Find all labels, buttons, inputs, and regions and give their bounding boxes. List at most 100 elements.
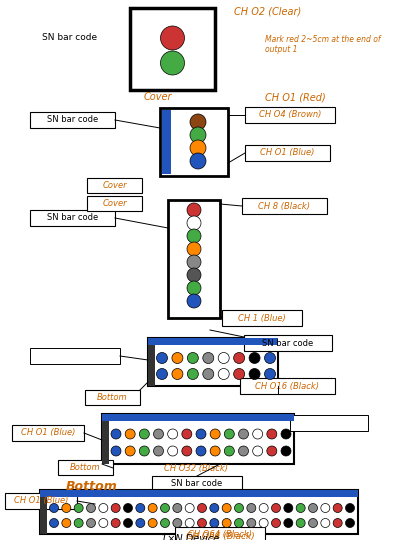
Circle shape xyxy=(190,114,206,130)
Circle shape xyxy=(190,127,206,143)
Circle shape xyxy=(284,518,293,528)
Bar xyxy=(290,415,368,431)
Circle shape xyxy=(148,503,157,512)
Circle shape xyxy=(218,368,229,380)
Circle shape xyxy=(187,242,201,256)
Text: CH 1 (Blue): CH 1 (Blue) xyxy=(238,314,286,322)
Text: 1×N Device: 1×N Device xyxy=(161,534,219,540)
Circle shape xyxy=(173,503,182,512)
Bar xyxy=(87,196,142,211)
Circle shape xyxy=(187,216,201,230)
Circle shape xyxy=(203,353,214,363)
Circle shape xyxy=(74,503,83,512)
Text: SN bar code: SN bar code xyxy=(47,213,98,222)
Text: CH O64 (Black): CH O64 (Black) xyxy=(188,530,252,539)
Circle shape xyxy=(182,446,192,456)
Circle shape xyxy=(136,518,145,528)
Bar xyxy=(242,198,327,214)
Circle shape xyxy=(188,368,198,380)
Circle shape xyxy=(172,353,183,363)
Text: Bottom: Bottom xyxy=(70,463,101,472)
Circle shape xyxy=(111,518,120,528)
Bar xyxy=(40,490,358,497)
Bar xyxy=(40,490,358,534)
Circle shape xyxy=(249,353,260,363)
Circle shape xyxy=(187,281,201,295)
Bar xyxy=(245,107,335,123)
Circle shape xyxy=(267,429,277,439)
Circle shape xyxy=(346,518,355,528)
Circle shape xyxy=(99,503,108,512)
Circle shape xyxy=(210,446,220,456)
Text: CH O16 (Black): CH O16 (Black) xyxy=(255,381,320,390)
Text: SN bar code: SN bar code xyxy=(47,116,98,125)
Circle shape xyxy=(238,446,249,456)
Circle shape xyxy=(271,518,281,528)
Circle shape xyxy=(123,503,132,512)
Circle shape xyxy=(185,518,194,528)
Circle shape xyxy=(168,429,178,439)
Circle shape xyxy=(346,503,355,512)
Circle shape xyxy=(185,503,194,512)
Circle shape xyxy=(309,518,318,528)
Circle shape xyxy=(247,518,256,528)
Bar xyxy=(130,8,215,90)
Bar xyxy=(30,210,115,226)
Circle shape xyxy=(210,503,219,512)
Bar xyxy=(102,421,109,464)
Circle shape xyxy=(50,503,58,512)
Circle shape xyxy=(333,503,342,512)
Circle shape xyxy=(321,503,330,512)
Circle shape xyxy=(281,429,291,439)
Circle shape xyxy=(148,518,157,528)
Circle shape xyxy=(218,353,229,363)
Text: CH O64 (Black): CH O64 (Black) xyxy=(186,532,255,540)
Bar xyxy=(30,112,115,128)
Circle shape xyxy=(62,503,71,512)
Circle shape xyxy=(259,518,268,528)
Circle shape xyxy=(234,518,243,528)
Text: CH O1 (Blue): CH O1 (Blue) xyxy=(14,496,68,505)
Circle shape xyxy=(196,429,206,439)
Circle shape xyxy=(187,203,201,217)
Bar xyxy=(58,460,113,475)
Circle shape xyxy=(187,255,201,269)
Bar xyxy=(175,527,265,540)
Text: Bottom: Bottom xyxy=(97,393,128,402)
Circle shape xyxy=(173,518,182,528)
Text: CH O32 (Black): CH O32 (Black) xyxy=(164,463,228,472)
Circle shape xyxy=(259,503,268,512)
Circle shape xyxy=(197,503,206,512)
Text: CH O1 (Red): CH O1 (Red) xyxy=(265,93,325,103)
Circle shape xyxy=(253,446,263,456)
Circle shape xyxy=(190,140,206,156)
Circle shape xyxy=(50,518,58,528)
Circle shape xyxy=(111,446,121,456)
Text: Bottom: Bottom xyxy=(66,481,118,494)
Circle shape xyxy=(234,353,245,363)
Circle shape xyxy=(136,503,145,512)
Circle shape xyxy=(196,446,206,456)
Bar xyxy=(102,414,294,464)
Circle shape xyxy=(197,518,206,528)
Bar xyxy=(152,476,242,491)
Text: CH O2 (Clear): CH O2 (Clear) xyxy=(234,7,302,17)
Circle shape xyxy=(234,503,243,512)
Circle shape xyxy=(296,503,305,512)
Circle shape xyxy=(154,446,164,456)
Circle shape xyxy=(111,503,120,512)
Circle shape xyxy=(296,518,305,528)
Bar xyxy=(168,200,220,318)
Circle shape xyxy=(264,353,275,363)
Circle shape xyxy=(188,353,198,363)
Bar xyxy=(148,338,278,345)
Circle shape xyxy=(203,368,214,380)
Circle shape xyxy=(182,429,192,439)
Circle shape xyxy=(247,503,256,512)
Circle shape xyxy=(187,294,201,308)
Circle shape xyxy=(160,518,169,528)
Bar xyxy=(85,390,140,405)
Circle shape xyxy=(187,268,201,282)
Circle shape xyxy=(172,368,183,380)
Circle shape xyxy=(111,429,121,439)
